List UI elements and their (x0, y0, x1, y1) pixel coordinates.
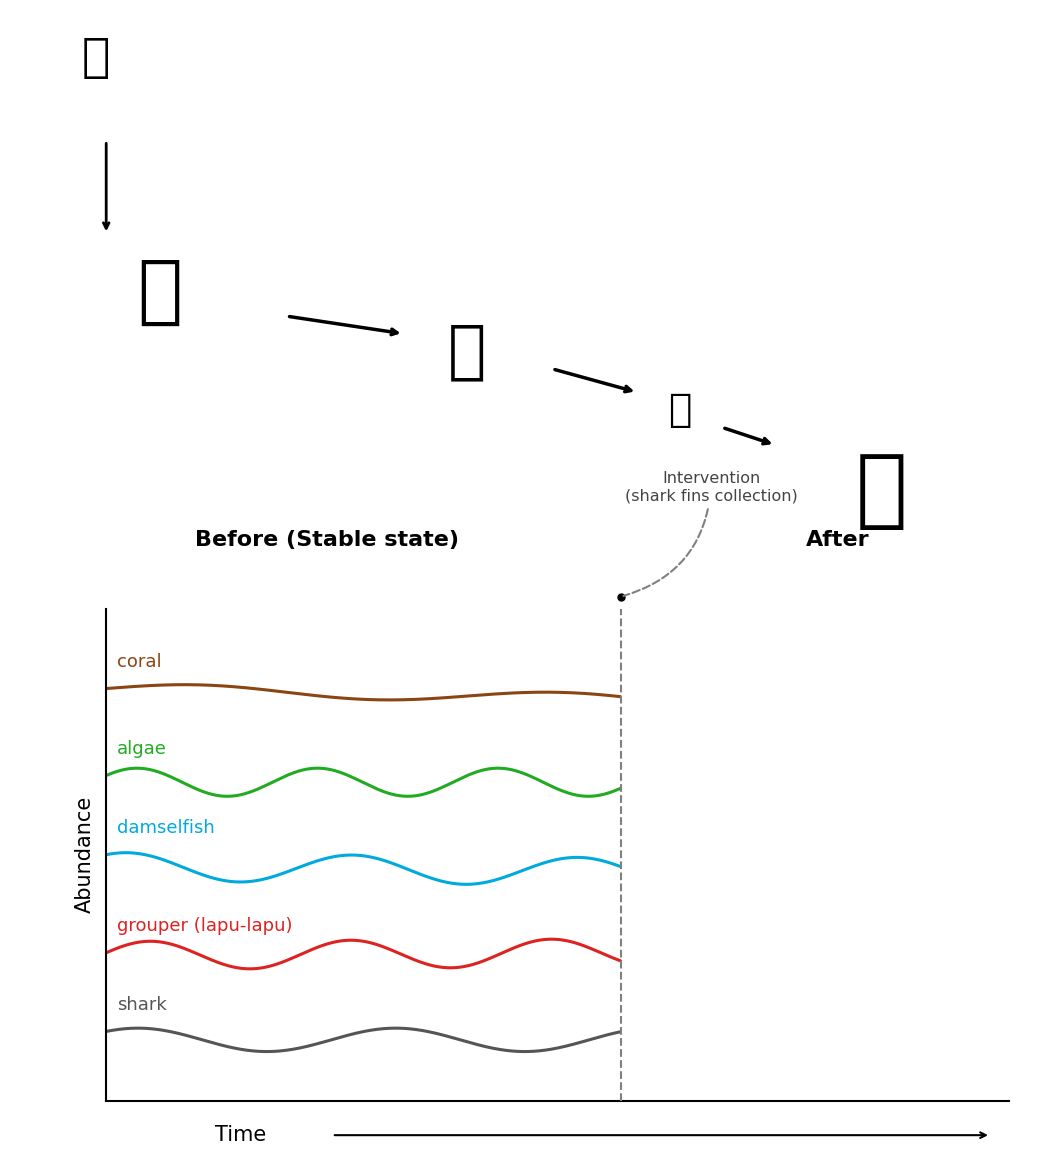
Text: shark: shark (117, 995, 167, 1014)
Y-axis label: Abundance: Abundance (75, 796, 96, 913)
Text: algae: algae (117, 740, 167, 758)
Text: Time: Time (215, 1125, 266, 1145)
Text: After: After (806, 530, 870, 550)
Text: coral: coral (117, 652, 161, 671)
Text: 🐟: 🐟 (668, 391, 691, 429)
Text: Before (Stable state): Before (Stable state) (195, 530, 460, 550)
Text: 🪸: 🪸 (856, 451, 907, 533)
Text: 🐡: 🐡 (448, 321, 486, 382)
Text: grouper (lapu-lapu): grouper (lapu-lapu) (117, 917, 292, 934)
Text: damselfish: damselfish (117, 819, 215, 837)
Text: 🦈: 🦈 (137, 256, 182, 329)
Text: Intervention
(shark fins collection): Intervention (shark fins collection) (623, 471, 798, 596)
Text: 🎣: 🎣 (82, 36, 109, 81)
